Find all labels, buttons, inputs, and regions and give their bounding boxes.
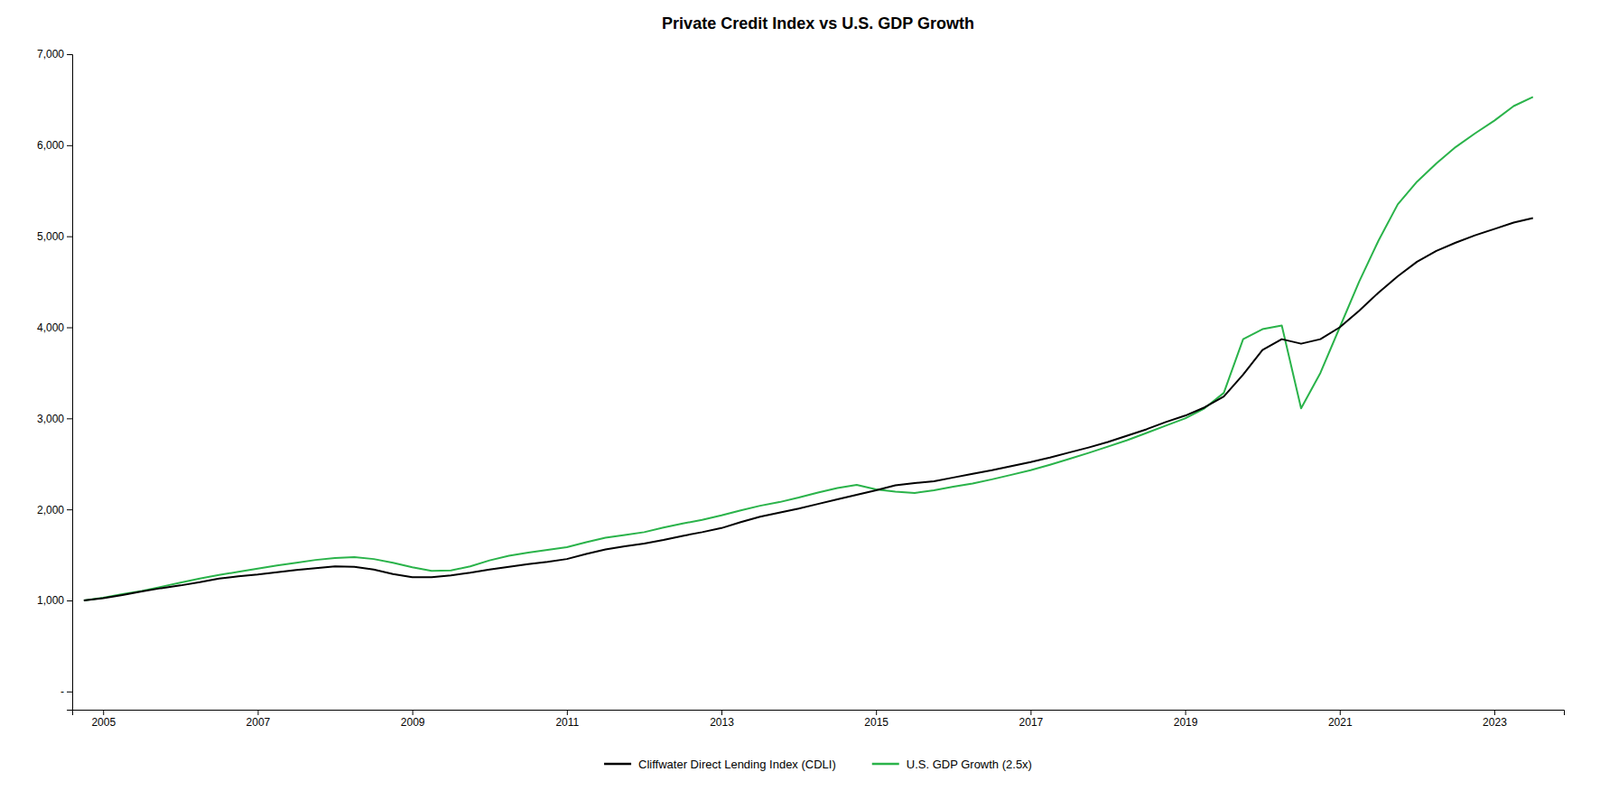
y-tick-mark: [66, 418, 73, 419]
y-tick-label: -: [60, 685, 65, 698]
y-tick: 3,000: [37, 412, 73, 426]
x-tick-mark: [257, 709, 259, 716]
y-tick: 6,000: [37, 139, 73, 152]
series-line: [83, 96, 1534, 601]
legend-label: Cliffwater Direct Lending Index (CDLI): [638, 757, 837, 772]
x-tick: 2019: [1173, 709, 1199, 729]
y-tick-mark: [66, 600, 73, 602]
lines: [83, 96, 1534, 601]
title: Private Credit Index vs U.S. GDP Growth: [661, 14, 975, 33]
y-tick-label: 1,000: [37, 594, 65, 607]
series-line: [83, 218, 1534, 602]
y-tick: 5,000: [37, 230, 73, 243]
x-tick: 2017: [1019, 709, 1044, 729]
legend-label: U.S. GDP Growth (2.5x): [906, 757, 1033, 772]
y-tick-label: 3,000: [37, 412, 65, 426]
x-tick-mark: [567, 709, 568, 716]
y-tick-label: 5,000: [37, 230, 65, 243]
x-tick: 2005: [91, 709, 116, 729]
x-tick-label: 2021: [1328, 716, 1353, 729]
y-tick-label: 6,000: [37, 139, 65, 152]
x-axis: 2005 2007 2009 2011 2013 2015 2017 2019 2021 2023: [73, 709, 1565, 729]
y-tick-mark: [66, 327, 73, 329]
x-tick-mark: [102, 709, 104, 716]
x-tick-mark: [1185, 709, 1187, 716]
x-tick: 2015: [864, 709, 889, 729]
legend: Cliffwater Direct Lending Index (CDLI) U.…: [604, 757, 1033, 772]
y-tick: 4,000: [37, 321, 73, 335]
x-axis-line: [73, 710, 1565, 717]
x-tick-mark: [1030, 709, 1032, 716]
x-tick-label: 2009: [400, 716, 426, 729]
y-tick-mark: [66, 54, 73, 56]
x-tick-label: 2011: [555, 716, 579, 729]
y-tick-label: 7,000: [37, 47, 65, 61]
x-tick-label: 2015: [864, 716, 889, 729]
x-tick-mark: [1339, 709, 1341, 716]
y-tick-mark: [66, 509, 73, 511]
x-tick-label: 2005: [91, 716, 116, 729]
x-tick-mark: [412, 709, 414, 716]
x-tick-label: 2019: [1173, 716, 1199, 729]
chart: 2005 2007 2009 2011 2013 2015 2017 2019 2021 2023…: [0, 0, 1600, 800]
x-tick-label: 2023: [1482, 716, 1507, 729]
legend-item: U.S. GDP Growth (2.5x): [872, 757, 1033, 772]
y-tick: -: [60, 685, 73, 698]
x-tick: 2013: [709, 709, 735, 729]
x-tick-label: 2017: [1019, 716, 1044, 729]
y-axis-line: [66, 55, 74, 711]
x-tick: 2009: [400, 709, 426, 729]
y-tick: 2,000: [37, 503, 73, 517]
legend-swatch: [872, 762, 900, 766]
y-tick-label: 4,000: [37, 321, 65, 335]
legend-swatch: [604, 762, 632, 766]
x-tick-label: 2007: [246, 716, 271, 729]
x-tick: 2011: [555, 709, 579, 729]
y-tick: 7,000: [37, 47, 73, 61]
x-tick-mark: [1494, 709, 1496, 716]
y-tick-mark: [66, 145, 73, 147]
x-tick: 2023: [1482, 709, 1507, 729]
y-axis: - 1,000 2,000 3,000 4,000 5,000 6,000 7,000: [37, 47, 74, 710]
x-tick-mark: [875, 709, 877, 716]
y-tick-mark: [66, 691, 73, 693]
x-tick: 2007: [246, 709, 271, 729]
x-tick-mark: [721, 709, 723, 716]
x-tick: 2021: [1328, 709, 1353, 729]
y-tick-mark: [66, 236, 73, 238]
legend-item: Cliffwater Direct Lending Index (CDLI): [604, 757, 837, 772]
y-tick: 1,000: [37, 594, 73, 607]
y-tick-label: 2,000: [37, 503, 65, 517]
x-tick-label: 2013: [709, 716, 735, 729]
plot: 2005 2007 2009 2011 2013 2015 2017 2019 2021 2023…: [37, 47, 1565, 728]
